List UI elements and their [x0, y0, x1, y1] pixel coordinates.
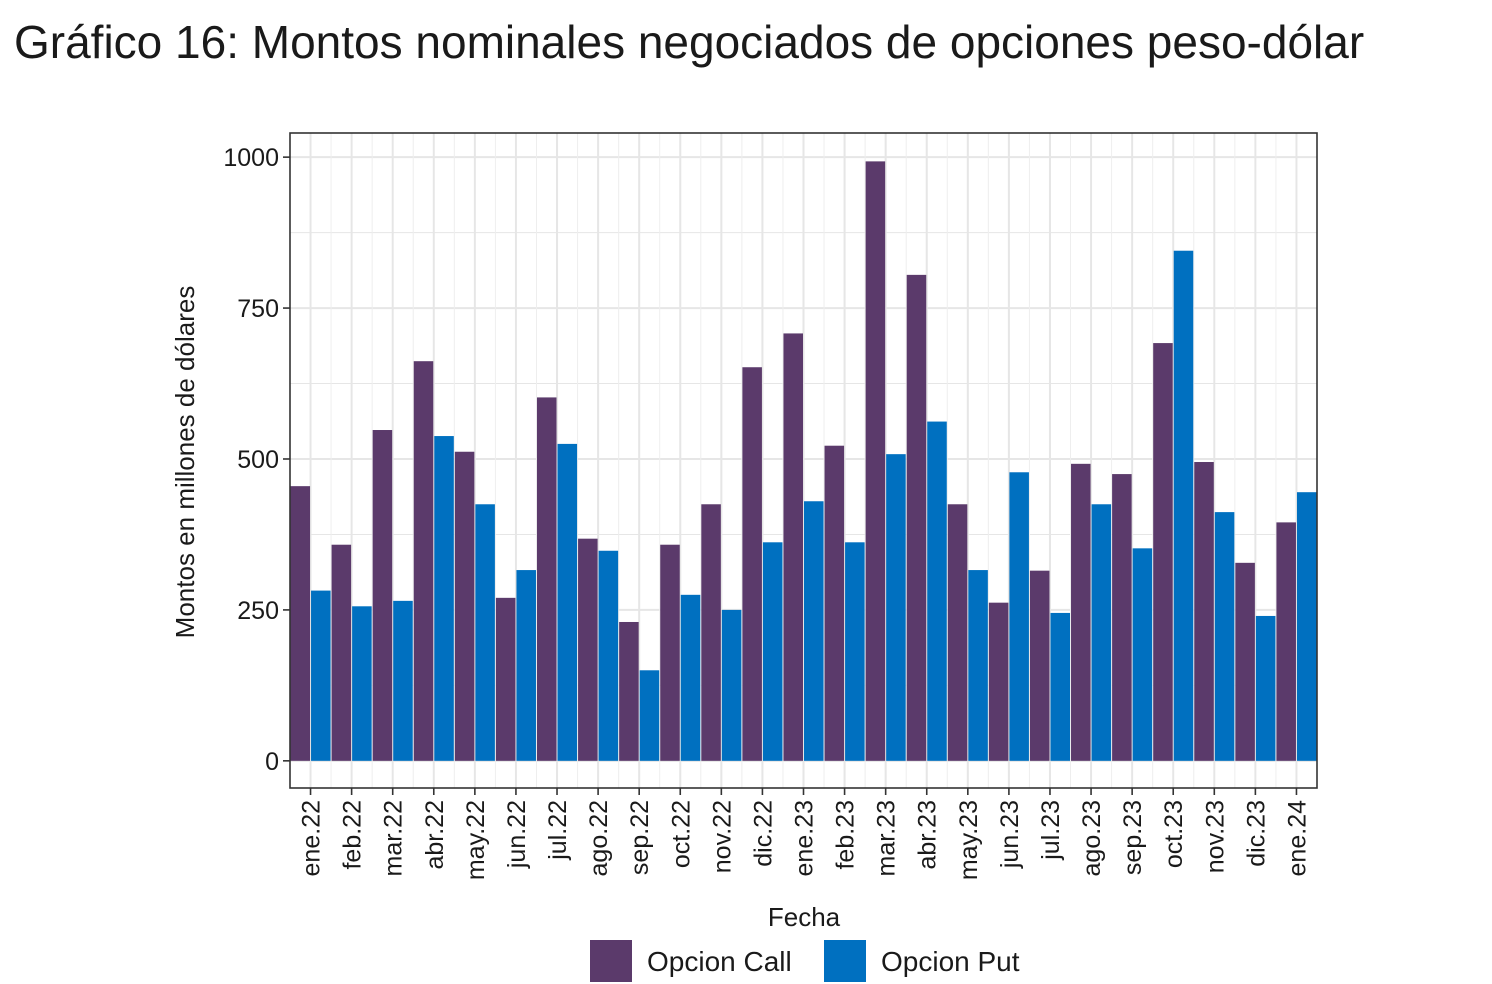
x-tick-label: abr.22 [421, 800, 449, 870]
bar-call-jun-23 [988, 602, 1009, 761]
bar-put-mar-22 [393, 600, 413, 761]
bar-put-ago-23 [1091, 504, 1112, 761]
x-tick-label: nov.23 [1201, 800, 1229, 873]
bar-call-may-23 [947, 504, 968, 761]
x-tick-label: ene.24 [1283, 800, 1311, 877]
x-tick-label: may.22 [462, 800, 490, 880]
bar-call-ene-23 [783, 333, 803, 761]
bar-put-ago-22 [598, 550, 619, 761]
x-tick-label: jun.23 [996, 800, 1024, 869]
bar-put-sep-22 [639, 670, 660, 761]
x-tick-label: mar.22 [380, 800, 408, 876]
bars [290, 161, 1317, 761]
bar-call-abr-23 [906, 274, 927, 761]
bar-call-oct-23 [1153, 343, 1173, 761]
x-tick-label: oct.22 [667, 800, 695, 868]
bar-call-ago-23 [1071, 463, 1091, 761]
chart-title: Gráfico 16: Montos nominales negociados … [14, 16, 1365, 68]
x-tick-label: dic.23 [1242, 800, 1270, 867]
bar-call-ene-24 [1276, 522, 1296, 761]
bar-put-may-22 [475, 504, 495, 761]
bar-put-feb-23 [845, 542, 865, 761]
bar-put-jul-23 [1050, 612, 1071, 761]
x-tick-label: feb.23 [832, 800, 860, 870]
bar-put-nov-22 [721, 609, 742, 761]
bar-call-sep-22 [619, 621, 639, 761]
x-tick-label: feb.22 [339, 800, 367, 870]
bar-call-feb-23 [824, 445, 845, 761]
bar-put-dic-22 [762, 542, 783, 761]
bar-call-jul-23 [1029, 570, 1050, 761]
x-tick-label: nov.22 [708, 800, 736, 873]
y-axis-title: Montos en millones de dólares [170, 286, 200, 639]
bar-put-ene-23 [804, 501, 824, 761]
bar-call-may-22 [454, 451, 475, 761]
bar-put-oct-22 [680, 594, 701, 761]
bar-call-nov-22 [701, 504, 721, 761]
legend: Opcion Call Opcion Put [590, 940, 1020, 982]
legend-label-put: Opcion Put [881, 946, 1020, 977]
bar-call-jul-22 [536, 397, 557, 761]
legend-label-call: Opcion Call [647, 946, 792, 977]
bar-put-ene-22 [311, 590, 331, 761]
bar-put-jun-22 [516, 570, 536, 761]
y-tick-label: 250 [237, 597, 279, 625]
x-tick-label: dic.22 [749, 800, 777, 867]
bar-call-nov-23 [1194, 462, 1214, 761]
bar-put-nov-23 [1214, 512, 1235, 761]
bar-put-mar-23 [886, 454, 906, 761]
x-tick-label: abr.23 [914, 800, 942, 870]
x-tick-label: jul.22 [544, 800, 572, 861]
bar-put-may-23 [968, 570, 988, 761]
y-tick-label: 0 [265, 748, 279, 776]
legend-key-put [824, 940, 866, 982]
bar-call-ago-22 [578, 538, 598, 761]
bar-put-jun-23 [1009, 472, 1029, 761]
bar-call-abr-22 [413, 361, 434, 761]
bar-call-dic-23 [1235, 562, 1255, 761]
x-tick-label: ene.23 [791, 800, 819, 876]
bar-put-dic-23 [1255, 615, 1276, 761]
x-axis-title: Fecha [768, 902, 841, 932]
bar-put-abr-23 [927, 421, 947, 761]
y-tick-label: 1000 [223, 144, 279, 172]
x-tick-label: may.23 [955, 800, 983, 880]
bar-call-oct-22 [660, 544, 680, 761]
x-tick-label: mar.23 [873, 800, 901, 876]
x-tick-label: jun.22 [503, 800, 531, 869]
bar-call-mar-22 [372, 430, 393, 761]
y-tick-label: 750 [237, 295, 279, 323]
y-tick-label: 500 [237, 446, 279, 474]
bar-call-jun-22 [495, 597, 516, 761]
bar-call-sep-23 [1112, 474, 1132, 761]
bar-call-mar-23 [865, 161, 886, 761]
x-tick-label: sep.22 [626, 800, 654, 875]
bar-call-ene-22 [290, 486, 311, 761]
x-tick-label: ene.22 [298, 800, 326, 876]
x-tick-label: ago.23 [1078, 800, 1106, 876]
x-tick-label: sep.23 [1119, 800, 1147, 875]
legend-key-call [590, 940, 632, 982]
y-axis: 0 250 500 750 1000 [223, 144, 290, 776]
bar-call-feb-22 [331, 544, 352, 761]
bar-put-jul-22 [557, 443, 578, 761]
bar-call-dic-22 [742, 367, 762, 761]
x-tick-label: ago.22 [585, 800, 613, 876]
bar-put-ene-24 [1296, 492, 1317, 761]
x-tick-label: oct.23 [1160, 800, 1188, 868]
x-tick-label: jul.23 [1037, 800, 1065, 861]
bar-put-sep-23 [1132, 548, 1153, 761]
bar-put-abr-22 [434, 436, 454, 761]
bar-put-oct-23 [1173, 250, 1194, 761]
x-axis: ene.22 feb.22 mar.22 abr.22 may.22 jun.22 jul.… [298, 788, 1311, 880]
bar-put-feb-22 [352, 606, 372, 761]
